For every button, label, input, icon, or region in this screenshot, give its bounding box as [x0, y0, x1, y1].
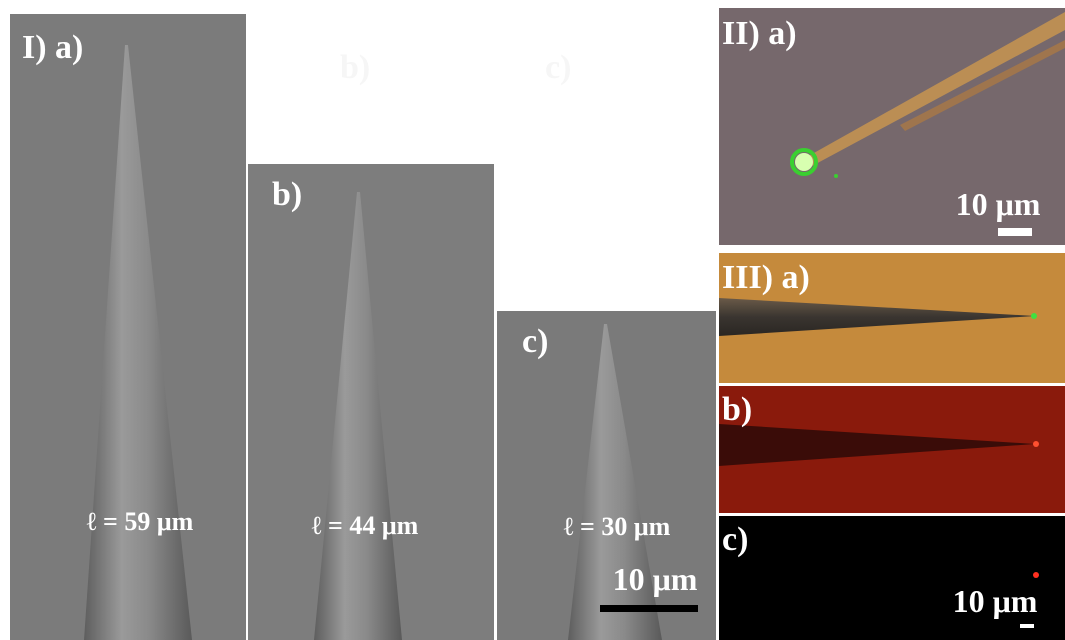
spot — [1033, 441, 1039, 447]
panel-label: I) a) — [22, 29, 83, 66]
scale-bar-label: 10 μm — [953, 583, 1038, 619]
length-label: ℓ = 59 μm — [87, 507, 194, 536]
scale-bar — [600, 605, 698, 612]
panel-label: III) a) — [722, 259, 810, 296]
scale-bar-label: 10 μm — [956, 186, 1041, 222]
panel-label: II) a) — [722, 15, 797, 52]
spot — [1031, 313, 1037, 319]
spot — [834, 174, 838, 178]
faint-label: c) — [545, 49, 571, 86]
figure: b) c) I) a) ℓ = 59 μm b) ℓ = 44 μm c) ℓ … — [0, 0, 1065, 640]
panel-label: b) — [272, 176, 302, 213]
length-label: ℓ = 44 μm — [312, 511, 419, 540]
scale-bar — [1020, 624, 1034, 628]
scale-bar-label: 10 μm — [613, 561, 698, 597]
panel-label: c) — [522, 323, 548, 360]
spot — [795, 153, 813, 171]
scale-bar — [998, 228, 1032, 236]
length-label: ℓ = 30 μm — [564, 512, 671, 541]
panel-label: c) — [722, 521, 748, 558]
panel-image — [719, 516, 1065, 640]
spot — [1033, 572, 1039, 578]
faint-label: b) — [340, 49, 370, 86]
panel-label: b) — [722, 391, 752, 428]
